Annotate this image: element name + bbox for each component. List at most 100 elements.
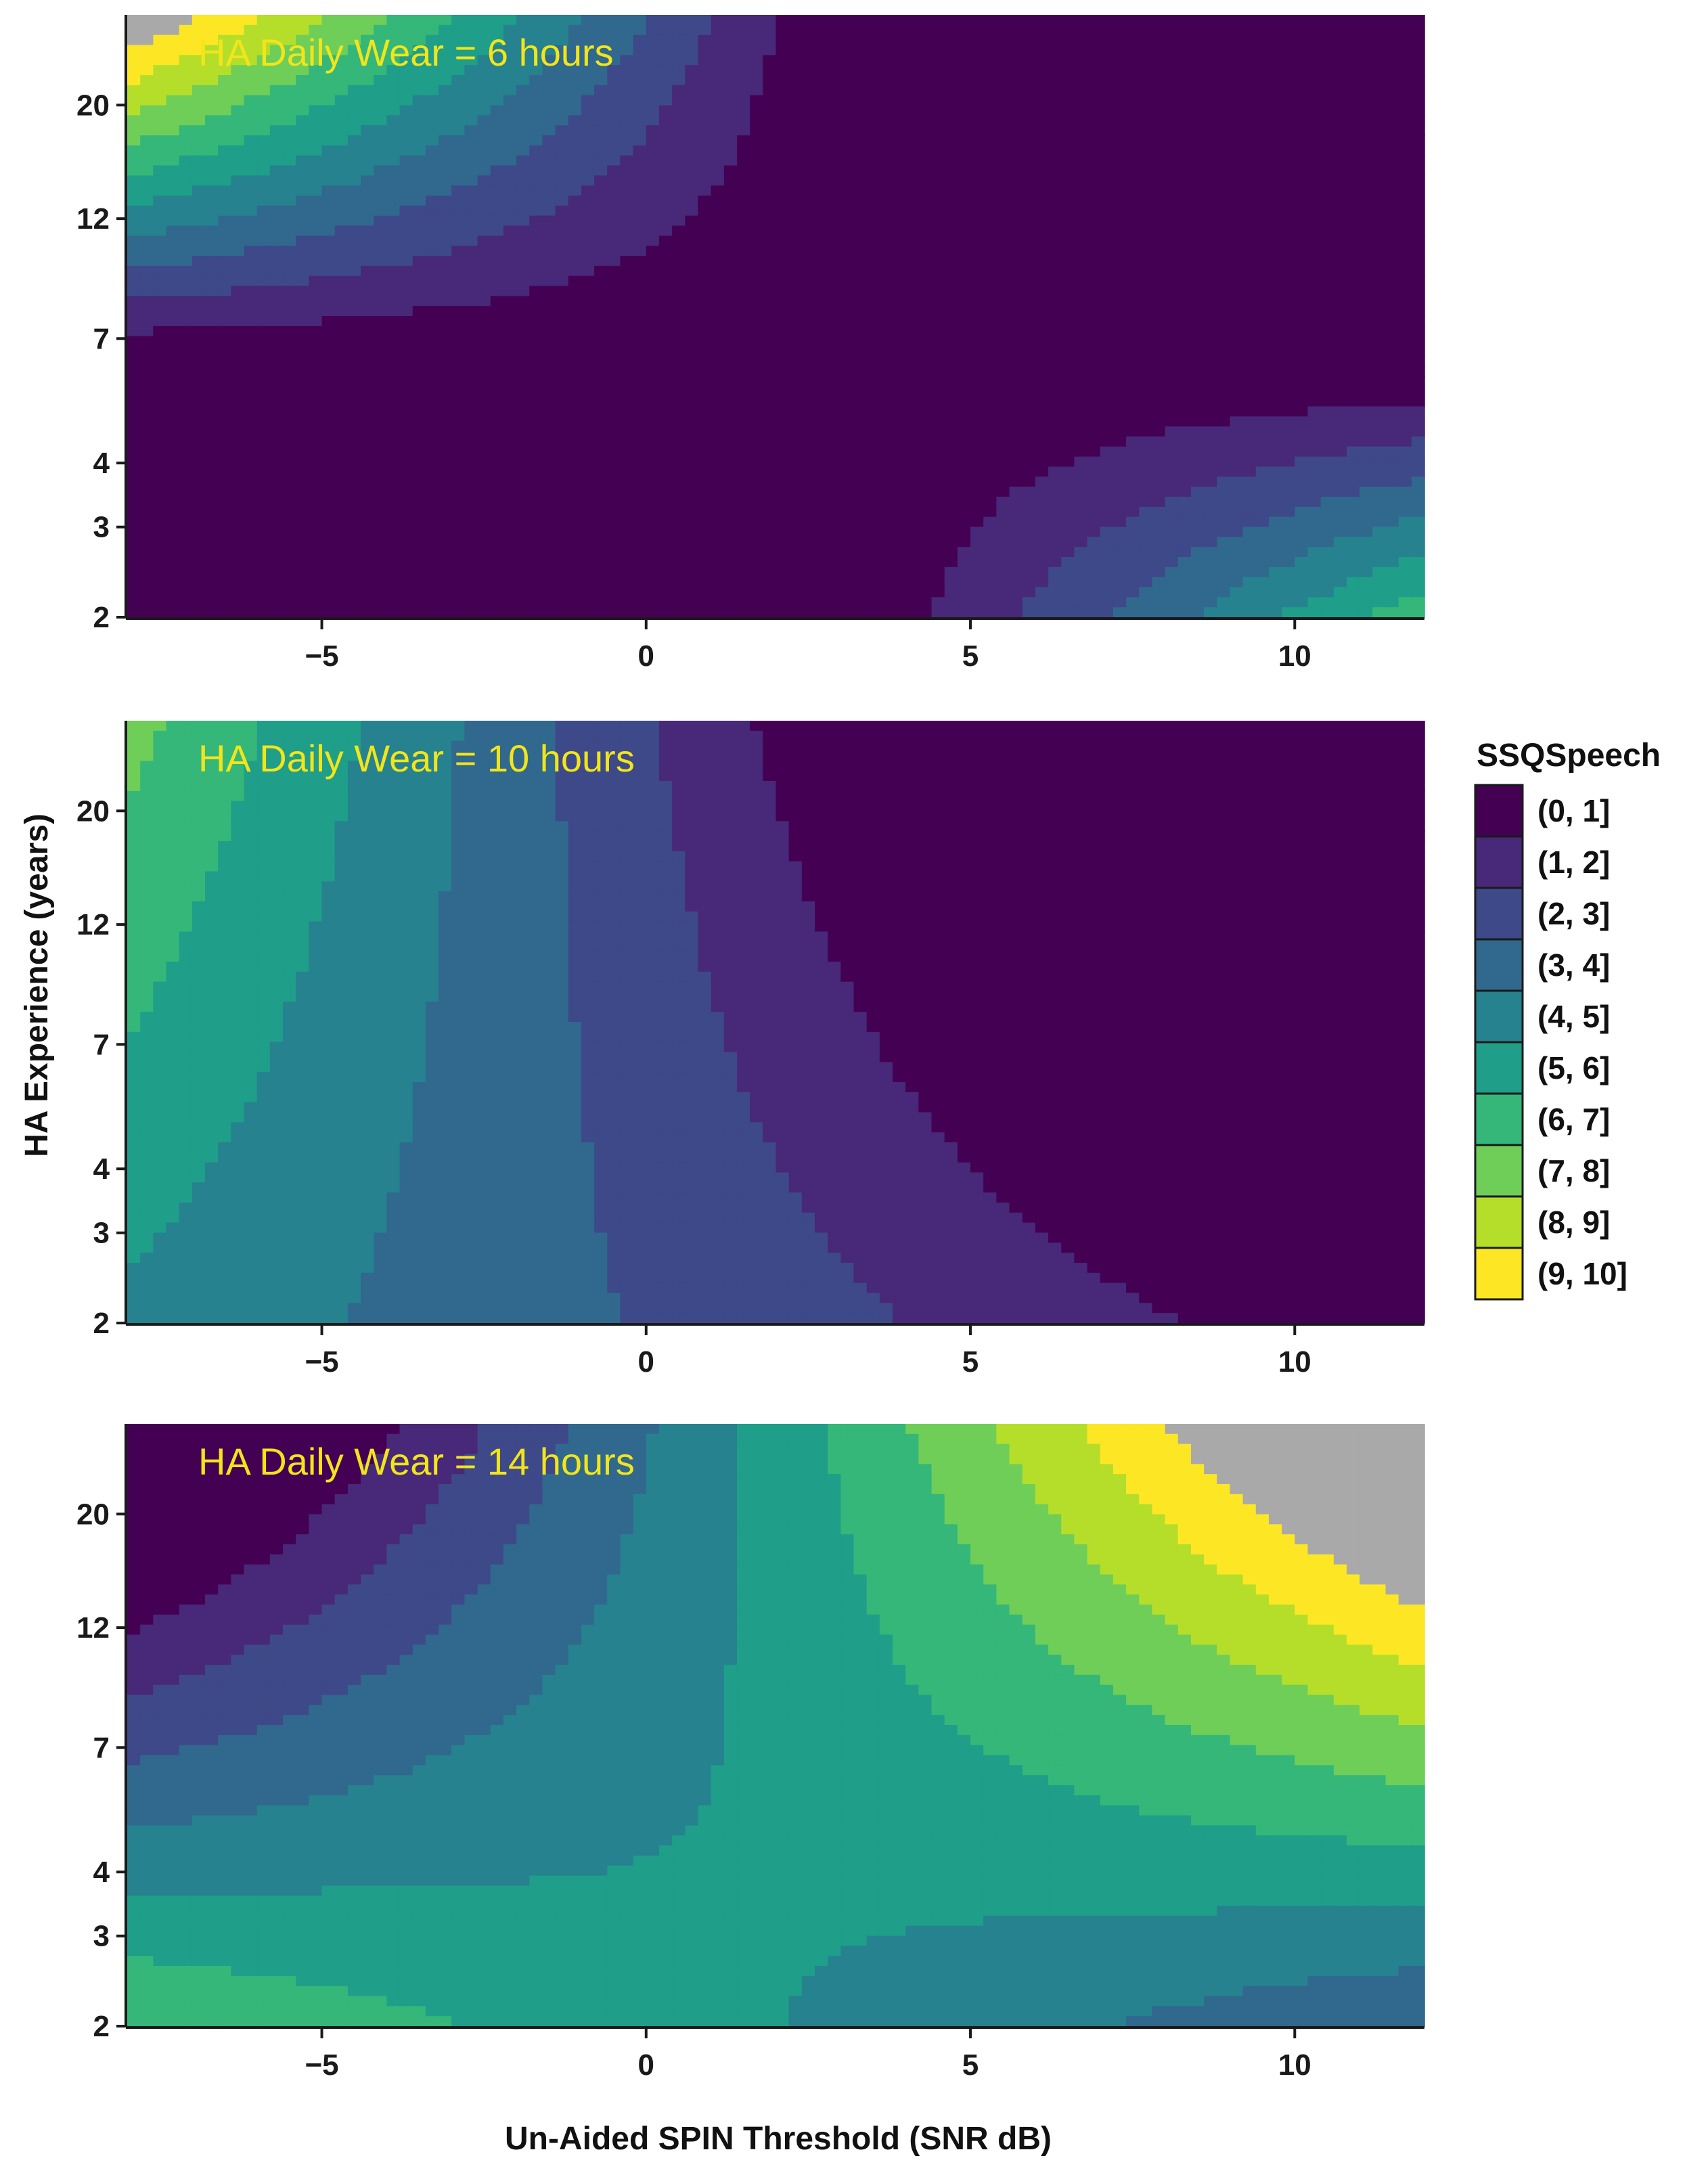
- contour-cell: [361, 376, 375, 387]
- contour-cell: [529, 15, 543, 26]
- contour-cell: [127, 376, 141, 387]
- contour-cell: [374, 296, 388, 307]
- contour-cell: [153, 236, 167, 246]
- contour-cell: [503, 35, 517, 46]
- contour-cell: [256, 55, 271, 66]
- contour-cell: [646, 557, 660, 568]
- contour-cell: [698, 115, 712, 126]
- contour-cell: [321, 597, 336, 608]
- contour-cell: [1087, 326, 1101, 337]
- contour-cell: [1139, 456, 1153, 468]
- contour-cell: [361, 406, 375, 418]
- contour-cell: [763, 476, 777, 487]
- contour-cell: [866, 537, 880, 547]
- contour-cell: [218, 466, 232, 478]
- contour-cell: [425, 185, 439, 196]
- contour-cell: [386, 45, 401, 56]
- contour-cell: [244, 145, 258, 156]
- contour-cell: [283, 446, 297, 457]
- contour-cell: [464, 577, 478, 588]
- contour-cell: [1087, 607, 1101, 618]
- contour-cell: [192, 165, 206, 177]
- contour-cell: [853, 256, 868, 267]
- contour-cell: [127, 466, 141, 478]
- contour-cell: [788, 416, 803, 427]
- contour-cell: [1152, 476, 1166, 487]
- contour-cell: [516, 356, 531, 367]
- contour-cell: [244, 306, 258, 317]
- contour-cell: [763, 406, 777, 418]
- contour-cell: [1126, 386, 1140, 397]
- contour-cell: [815, 366, 828, 377]
- contour-cell: [607, 607, 621, 618]
- contour-cell: [1100, 466, 1114, 478]
- contour-cell: [256, 446, 271, 457]
- contour-cell: [464, 376, 478, 387]
- contour-cell: [879, 275, 893, 287]
- contour-cell: [853, 75, 868, 86]
- contour-cell: [374, 597, 388, 608]
- contour-cell: [957, 336, 971, 347]
- contour-cell: [658, 446, 673, 457]
- contour-cell: [853, 356, 868, 367]
- contour-cell: [1048, 205, 1062, 217]
- contour-cell: [1061, 286, 1075, 297]
- contour-cell: [439, 165, 453, 177]
- contour-cell: [296, 35, 310, 46]
- contour-cell: [542, 135, 556, 146]
- contour-cell: [503, 356, 517, 367]
- contour-cell: [970, 105, 985, 116]
- contour-cell: [581, 566, 595, 578]
- contour-cell: [801, 205, 815, 217]
- contour-cell: [944, 456, 958, 468]
- contour-cell: [1035, 456, 1049, 468]
- contour-cell: [983, 436, 997, 447]
- contour-cell: [970, 577, 985, 588]
- contour-cell: [853, 446, 868, 457]
- contour-cell: [412, 175, 426, 186]
- contour-cell: [153, 527, 167, 538]
- contour-cell: [334, 205, 349, 217]
- contour-cell: [853, 145, 868, 156]
- contour-cell: [244, 95, 258, 106]
- contour-cell: [1100, 125, 1114, 136]
- contour-cell: [815, 15, 828, 26]
- contour-cell: [736, 497, 750, 508]
- contour-cell: [866, 476, 880, 487]
- contour-cell: [1048, 256, 1062, 267]
- contour-cell: [412, 497, 426, 508]
- contour-cell: [555, 35, 569, 46]
- contour-cell: [970, 185, 985, 196]
- contour-cell: [412, 516, 426, 528]
- contour-cell: [244, 577, 258, 588]
- contour-cell: [490, 85, 504, 96]
- contour-cell: [244, 456, 258, 468]
- contour-cell: [594, 115, 608, 126]
- contour-cell: [283, 286, 297, 297]
- contour-cell: [244, 396, 258, 407]
- contour-cell: [1022, 487, 1036, 497]
- contour-cell: [140, 336, 154, 347]
- contour-cell: [658, 225, 673, 237]
- contour-cell: [581, 275, 595, 287]
- contour-cell: [1190, 537, 1205, 547]
- contour-cell: [1074, 196, 1088, 206]
- contour-cell: [1152, 436, 1166, 447]
- contour-cell: [711, 275, 725, 287]
- contour-cell: [1074, 125, 1088, 136]
- contour-cell: [1035, 256, 1049, 267]
- contour-cell: [931, 236, 945, 246]
- contour-cell: [1165, 196, 1179, 206]
- contour-cell: [140, 75, 154, 86]
- contour-cell: [1139, 286, 1153, 297]
- contour-cell: [788, 547, 803, 558]
- contour-cell: [685, 587, 699, 598]
- contour-cell: [983, 65, 997, 76]
- contour-cell: [451, 75, 466, 86]
- contour-cell: [529, 275, 543, 287]
- contour-cell: [1190, 366, 1205, 377]
- contour-cell: [425, 196, 439, 206]
- contour-cell: [957, 15, 971, 26]
- contour-cell: [361, 95, 375, 106]
- contour-cell: [815, 547, 828, 558]
